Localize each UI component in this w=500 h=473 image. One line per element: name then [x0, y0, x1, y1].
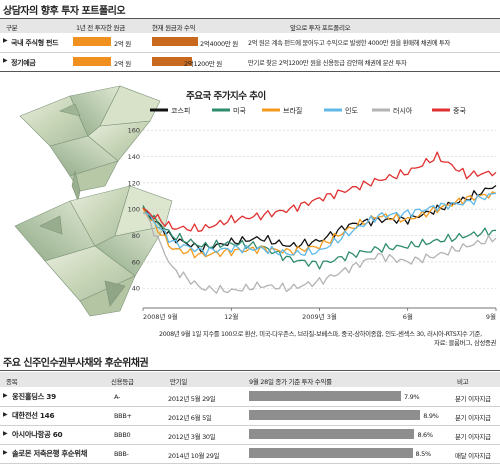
- principal-label: 2억 원: [114, 60, 131, 68]
- bond-name: 솔로몬 저축은행 후순위채: [12, 449, 88, 458]
- bonds-header-maturity: 만기일: [170, 378, 188, 386]
- current-bar: [152, 57, 193, 66]
- bond-yield: 7.9%: [403, 393, 420, 401]
- portfolio-header-current: 현재 원금과 수익: [152, 24, 196, 32]
- money-origami-illustration: [14, 85, 173, 317]
- legend-label: 인도: [345, 106, 358, 115]
- bond-yield: 8.6%: [417, 431, 433, 439]
- y-tick-label: 140: [128, 153, 140, 161]
- chart-title: 주요국 주가지수 추이: [186, 91, 266, 102]
- portfolio-header-row: [0, 19, 500, 33]
- portfolio-row-bullet: ▶: [3, 57, 8, 64]
- legend-label: 브라질: [283, 106, 302, 115]
- portfolio-title-rule: [0, 18, 500, 19]
- principal-bar: [73, 37, 111, 46]
- series-line-러시아: [142, 212, 497, 294]
- bond-rating: BBB0: [114, 431, 131, 439]
- bond-yield: 8.5%: [415, 450, 432, 458]
- series-line-미국: [142, 205, 497, 270]
- yield-bar: [249, 410, 420, 420]
- y-tick-label: 40: [132, 285, 140, 293]
- bond-note: 분기 이자지급: [455, 414, 491, 422]
- bond-maturity: 2012년 3월 30일: [168, 433, 216, 441]
- bond-rating: A-: [114, 393, 121, 401]
- x-tick-label: 2008년 9월: [143, 312, 178, 321]
- row-divider: [0, 463, 500, 464]
- portfolio-header-principal: 1년 전 투자한 원금: [76, 24, 125, 32]
- portfolio-header-category: 구분: [6, 24, 18, 32]
- current-label: 2억1200만 원: [184, 60, 222, 68]
- series-line-브라질: [142, 191, 497, 259]
- yield-bar: [249, 429, 414, 439]
- portfolio-row-bullet: ▶: [3, 37, 8, 44]
- bond-maturity: 2012년 6월 5일: [168, 414, 212, 422]
- bonds-title: 주요 신주인수권부사채와 후순위채권: [3, 358, 149, 369]
- plan-text: 2억 원은 계속 펀드에 묻어두고 수익으로 발생한 4000만 원을 환매해 …: [248, 40, 451, 47]
- portfolio-row-name: 국내 주식형 펀드: [11, 39, 59, 47]
- legend-label: 미국: [233, 106, 246, 115]
- y-tick-label: 100: [128, 206, 140, 214]
- y-tick-label: 60: [132, 258, 140, 266]
- bond-name: 웅진홀딩스 39: [12, 392, 56, 401]
- bond-row-bullet: ▶: [3, 392, 8, 399]
- bond-maturity: 2014년 10월 29일: [168, 452, 220, 460]
- bond-yield: 8.9%: [423, 412, 439, 420]
- section-rule: [0, 71, 500, 72]
- yield-bar: [249, 391, 401, 401]
- row-divider: [0, 406, 500, 407]
- bond-row-bullet: ▶: [3, 449, 8, 456]
- bond-name: 대한전선 146: [12, 411, 55, 420]
- y-tick-label: 80: [132, 232, 140, 240]
- chart-source: 자료: 블룸버그, 삼성증권: [434, 340, 496, 347]
- y-tick-label: 160: [128, 127, 140, 135]
- row-divider: [0, 444, 500, 445]
- row-divider: [0, 52, 500, 53]
- y-tick-label: 120: [128, 179, 140, 187]
- bonds-header-rating: 신용등급: [111, 378, 134, 386]
- bond-rating: BBB+: [114, 412, 132, 420]
- x-tick-label: 12월: [224, 312, 238, 321]
- bonds-header-yield: 9월 28일 종가 기준 투자 수익률: [249, 378, 332, 386]
- bond-note: 매달 이자지급: [455, 452, 491, 460]
- x-tick-label: 9월: [486, 312, 496, 321]
- bonds-title-rule: [0, 370, 500, 371]
- bonds-header-row: [0, 372, 500, 387]
- current-label: 2억4000만 원: [200, 40, 238, 48]
- bond-note: 분기 이자지급: [455, 395, 491, 403]
- bond-note: 분기 이자지급: [455, 433, 491, 441]
- bond-maturity: 2012년 5월 29일: [168, 395, 216, 403]
- series-line-중국: [142, 151, 497, 232]
- portfolio-row-name: 정기예금: [11, 59, 36, 67]
- legend-label: 코스피: [171, 106, 190, 115]
- legend-label: 중국: [453, 107, 466, 115]
- bond-rating: BBB-: [114, 450, 129, 458]
- portfolio-title: 상담자의 향후 투자 포트폴리오: [3, 6, 126, 17]
- series-line-코스피: [142, 184, 497, 254]
- yield-bar: [249, 448, 413, 458]
- principal-bar: [73, 57, 111, 66]
- current-bar: [152, 37, 198, 46]
- x-tick-label: 2009년 3월: [302, 312, 337, 321]
- principal-label: 2억 원: [114, 40, 131, 48]
- portfolio-header-plan: 앞으로 투자 포트폴리오: [290, 24, 351, 32]
- x-tick-label: 6월: [403, 312, 413, 321]
- row-divider: [0, 425, 500, 426]
- series-line-인도: [143, 192, 497, 257]
- chart-footnote: 2008년 9월 1일 지수를 100으로 환산, 미국-다우존스, 브라질-보…: [159, 331, 482, 338]
- bond-row-bullet: ▶: [3, 411, 8, 418]
- legend-label: 러시아: [393, 106, 413, 115]
- plan-text: 만기로 찾은 2억1200만 원을 신용등급 감안해 채권에 분산 투자: [248, 60, 407, 67]
- bond-name: 아시아나항공 60: [12, 430, 63, 439]
- origami-upper: [19, 85, 161, 203]
- bonds-header-name: 종목: [6, 378, 18, 386]
- bonds-header-note: 비고: [457, 378, 469, 386]
- bond-row-bullet: ▶: [3, 430, 8, 437]
